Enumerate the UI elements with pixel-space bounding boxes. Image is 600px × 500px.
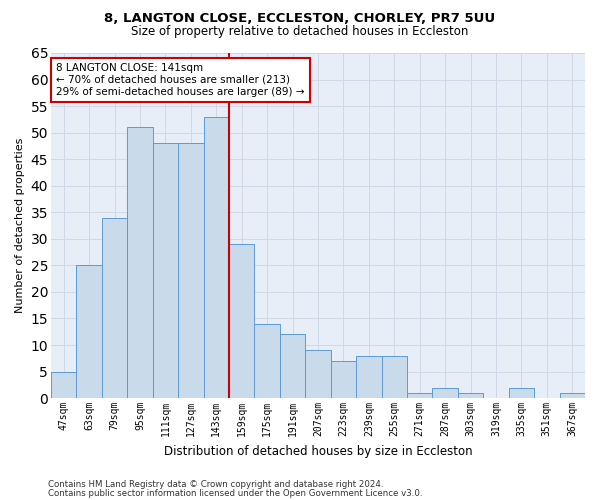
Bar (331, 361, 356, 398)
Bar (458, 393, 483, 398)
Bar (178, 144, 203, 398)
Bar (102, 218, 127, 398)
Bar (407, 393, 433, 398)
Bar (305, 350, 331, 398)
Text: Contains HM Land Registry data © Crown copyright and database right 2024.: Contains HM Land Registry data © Crown c… (48, 480, 383, 489)
Bar (254, 324, 280, 398)
Bar (229, 244, 254, 398)
Text: Size of property relative to detached houses in Eccleston: Size of property relative to detached ho… (131, 25, 469, 38)
Bar (152, 144, 178, 398)
Text: Contains public sector information licensed under the Open Government Licence v3: Contains public sector information licen… (48, 489, 422, 498)
Text: 8, LANGTON CLOSE, ECCLESTON, CHORLEY, PR7 5UU: 8, LANGTON CLOSE, ECCLESTON, CHORLEY, PR… (104, 12, 496, 26)
Bar (382, 356, 407, 398)
Bar (280, 334, 305, 398)
Bar (509, 388, 534, 398)
Bar (356, 356, 382, 398)
Y-axis label: Number of detached properties: Number of detached properties (15, 138, 25, 314)
Bar (76, 266, 102, 398)
Bar (433, 388, 458, 398)
Bar (203, 116, 229, 398)
X-axis label: Distribution of detached houses by size in Eccleston: Distribution of detached houses by size … (164, 444, 472, 458)
Bar (127, 128, 152, 398)
Bar (51, 372, 76, 398)
Bar (560, 393, 585, 398)
Text: 8 LANGTON CLOSE: 141sqm
← 70% of detached houses are smaller (213)
29% of semi-d: 8 LANGTON CLOSE: 141sqm ← 70% of detache… (56, 64, 305, 96)
